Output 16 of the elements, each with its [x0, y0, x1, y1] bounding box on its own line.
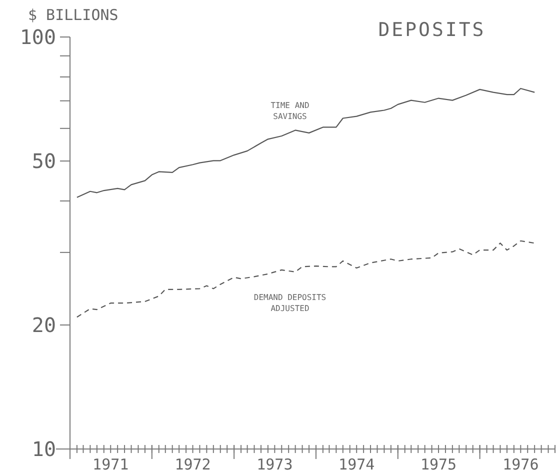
line-series — [76, 240, 536, 318]
x-tick-label: 1976 — [502, 456, 539, 474]
series-label: TIME AND SAVINGS — [270, 101, 310, 121]
y-tick-label: 10 — [32, 437, 56, 461]
line-series — [76, 88, 536, 198]
x-tick-label: 1974 — [338, 456, 375, 474]
chart-title: DEPOSITS — [378, 19, 486, 41]
y-tick-label: 50 — [32, 149, 56, 174]
y-axis-title: $ BILLIONS — [28, 6, 118, 24]
x-tick-label: 1972 — [174, 456, 211, 474]
x-tick-label: 1975 — [420, 456, 457, 474]
x-tick-label: 1971 — [92, 456, 129, 474]
y-tick-label: 100 — [20, 25, 56, 49]
y-tick-label: 20 — [32, 312, 56, 337]
text: DEMAND DEPOSITS ADJUSTED — [254, 293, 326, 313]
x-tick-label: 1973 — [256, 456, 293, 474]
